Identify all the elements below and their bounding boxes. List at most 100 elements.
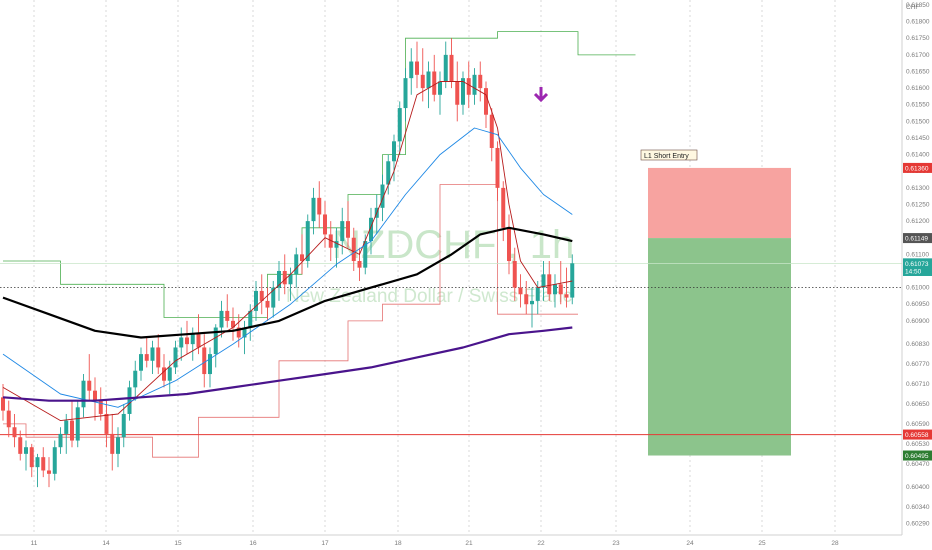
price-tick-label: 0.60950 xyxy=(906,301,930,308)
candle-body xyxy=(29,447,34,468)
price-tag-label: 0.60558 xyxy=(905,432,929,439)
price-tick-label: 0.60400 xyxy=(906,484,930,491)
candle-body xyxy=(202,347,207,375)
candle-body xyxy=(507,227,511,262)
candlesticks xyxy=(1,38,575,488)
candle-body xyxy=(179,337,184,348)
price-tick-label: 0.61550 xyxy=(906,102,930,109)
price-tick-label: 0.61800 xyxy=(906,19,930,26)
candle-body xyxy=(478,74,483,89)
candle-body xyxy=(47,470,51,474)
time-tick-label: 25 xyxy=(758,540,766,547)
candle-body xyxy=(150,347,155,361)
candle-body xyxy=(173,347,178,368)
candle-body xyxy=(570,263,575,298)
candle-body xyxy=(340,221,345,242)
candle-body xyxy=(564,294,569,298)
price-tick-label: 0.61600 xyxy=(906,85,930,92)
annotation-box xyxy=(640,149,698,161)
candle-body xyxy=(18,437,23,454)
price-tick-label: 0.60470 xyxy=(906,461,930,468)
candle-body xyxy=(282,270,287,285)
price-tick-label: 0.61200 xyxy=(906,218,930,225)
candle-body xyxy=(75,407,80,441)
candle-body xyxy=(208,354,212,375)
candle-body xyxy=(300,254,304,262)
candle-body xyxy=(156,347,161,368)
time-axis[interactable]: 11 14 15 16 17 18 21 22 23 24 25 28 xyxy=(31,540,839,547)
candle-body xyxy=(432,71,437,95)
currency-label: CHF xyxy=(906,4,919,11)
price-tick-label: 0.60650 xyxy=(906,401,930,408)
candle-body xyxy=(311,197,316,222)
candle-body xyxy=(334,241,339,248)
candle-body xyxy=(116,437,120,454)
moving-averages xyxy=(2,81,573,422)
candle-body xyxy=(530,300,534,305)
candle-body xyxy=(466,78,471,95)
price-tag xyxy=(903,265,932,276)
price-tick-label: 0.61700 xyxy=(906,52,930,59)
candle-body xyxy=(52,447,57,474)
time-tick-label: 22 xyxy=(537,540,545,547)
candle-body xyxy=(81,380,86,408)
candle-body xyxy=(133,370,138,388)
candle-body xyxy=(242,327,247,338)
candle-body xyxy=(420,74,425,89)
stop-loss-zone xyxy=(648,167,791,239)
moving-average-line xyxy=(2,326,573,402)
candle-body xyxy=(438,81,442,95)
candle-body xyxy=(472,74,477,95)
price-tag xyxy=(903,162,932,173)
moving-average-line xyxy=(2,226,573,339)
position-zones[interactable] xyxy=(648,167,791,456)
candle-body xyxy=(392,141,396,162)
annotation-text: L1 Short Entry xyxy=(644,153,689,160)
candle-body xyxy=(225,310,230,321)
candle-body xyxy=(87,380,92,391)
candle-body xyxy=(317,197,322,215)
candle-body xyxy=(277,270,281,288)
candle-body xyxy=(231,320,235,328)
time-tick-label: 21 xyxy=(465,540,473,547)
price-tag xyxy=(903,429,932,440)
price-tick-label: 0.61750 xyxy=(906,35,930,42)
price-tick-label: 0.61300 xyxy=(906,185,930,192)
candle-body xyxy=(294,254,299,275)
candle-body xyxy=(409,61,414,79)
candle-body xyxy=(167,367,172,381)
candle-body xyxy=(58,433,63,448)
price-tick-label: 0.60900 xyxy=(906,318,930,325)
price-tick-label: 0.60770 xyxy=(906,361,930,368)
annotation-label[interactable]: L1 Short Entry xyxy=(640,149,698,161)
candle-body xyxy=(121,413,126,438)
candle-body xyxy=(369,217,373,242)
time-tick-label: 23 xyxy=(612,540,620,547)
candle-body xyxy=(346,221,350,238)
price-tag-label: 0.61360 xyxy=(905,165,929,172)
candle-body xyxy=(104,413,109,434)
candle-body xyxy=(162,367,166,381)
candle-body xyxy=(1,397,5,411)
candle-body xyxy=(455,81,460,105)
candle-body xyxy=(64,420,69,434)
candle-body xyxy=(357,261,362,268)
candle-body xyxy=(386,161,391,185)
candle-body xyxy=(495,147,500,188)
candle-body xyxy=(512,261,517,288)
candle-body xyxy=(461,78,465,105)
price-tag-label: 0.61073 xyxy=(905,261,929,268)
candle-body xyxy=(415,61,419,75)
candle-body xyxy=(484,88,488,115)
candle-body xyxy=(363,241,368,268)
candle-body xyxy=(254,290,258,311)
price-tag xyxy=(903,450,932,461)
price-tick-label: 0.60530 xyxy=(906,441,930,448)
candle-body xyxy=(213,327,218,355)
candle-body xyxy=(236,327,241,338)
candle-body xyxy=(489,114,494,148)
price-tag xyxy=(903,233,932,244)
price-tick-label: 0.60290 xyxy=(906,521,930,528)
time-tick-label: 16 xyxy=(249,540,257,547)
